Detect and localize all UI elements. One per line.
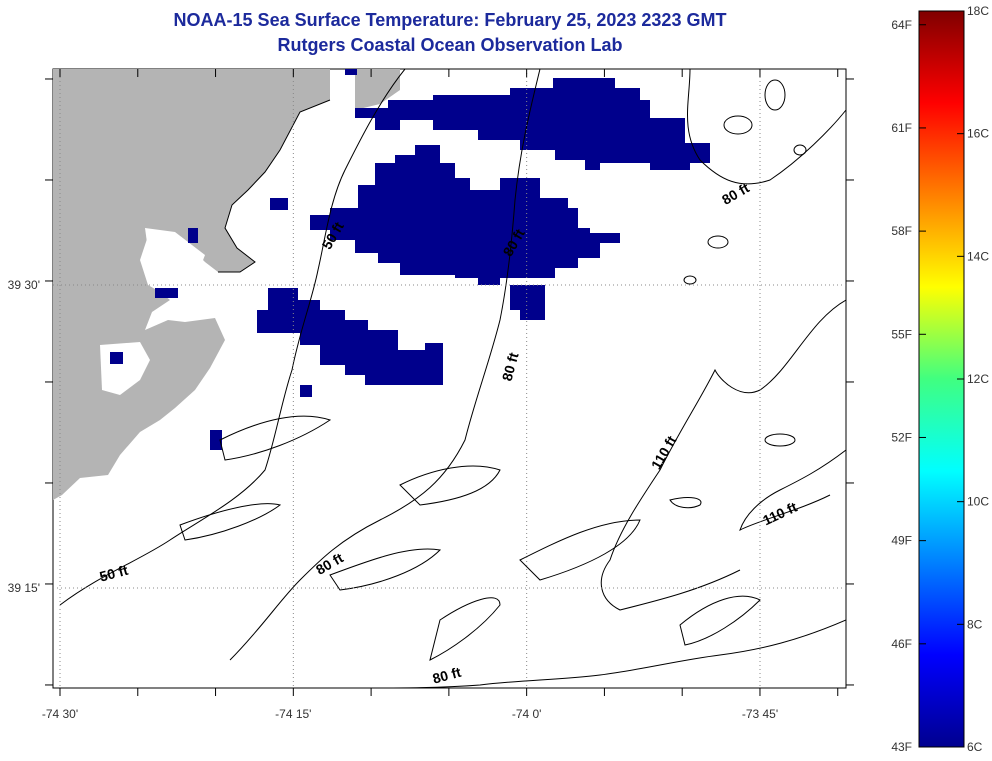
colorbar-f-label: 43F [891,740,912,754]
colorbar-c-label: 18C [967,4,989,18]
sst-patch [345,69,357,75]
sst-patch [310,145,620,285]
contour-ridge [429,597,501,661]
contour-ridge [399,465,501,506]
contour-shoal [683,275,697,285]
contour-80ft-inner [229,69,541,661]
sst-patch [257,288,443,385]
contour-ridge [179,503,282,541]
colorbar-fahrenheit-labels: 64F 61F 58F 55F 52F 49F 46F 43F [891,18,926,754]
contour-110ft [600,299,846,611]
land-island [355,69,400,110]
sst-patch [155,288,178,298]
contour-shoal [764,79,786,111]
contour-shoal [793,144,807,156]
coastline [218,99,331,273]
colorbar-c-label: 10C [967,495,989,509]
sst-patch [188,228,198,243]
contour-110ft-east [739,449,846,531]
sst-patch [110,352,123,364]
lon-tick-label: -74 15' [275,707,311,721]
sst-patch [300,385,312,397]
colorbar-c-label: 8C [967,617,983,631]
contour-ridge [219,415,332,461]
contour-label: 80 ft [431,664,463,687]
colorbar-f-label: 61F [891,121,912,135]
contour-shoal [764,433,796,447]
colorbar-c-label: 12C [967,372,989,386]
contour-80ft-shelf [687,69,846,185]
contour-ridge [519,519,641,581]
sst-patch [270,198,288,210]
contour-ridge [329,548,442,591]
lat-tick-label: 39 30' [8,278,40,292]
colorbar-f-label: 55F [891,327,912,341]
sst-patch [510,285,545,320]
colorbar-c-label: 16C [967,127,989,141]
contour-label: 50 ft [98,562,130,585]
colorbar: 64F 61F 58F 55F 52F 49F 46F 43F 18C 16C 14C 12C 10C… [891,4,989,754]
colorbar-f-label: 46F [891,637,912,651]
graticule [53,69,846,688]
contour-label: 80 ft [499,350,522,382]
contour-shoal [723,115,753,135]
colorbar-f-label: 49F [891,534,912,548]
colorbar-c-label: 6C [967,740,983,754]
colorbar-f-label: 58F [891,224,912,238]
contour-ridge [679,595,761,646]
map-subtitle: Rutgers Coastal Ocean Observation Lab [277,35,623,55]
lon-tick-label: -74 0' [512,707,542,721]
colorbar-f-label: 52F [891,430,912,444]
colorbar-f-label: 64F [891,18,912,32]
colorbar-celsius-labels: 18C 16C 14C 12C 10C 8C 6C [957,4,989,754]
land-marsh [145,228,205,268]
colorbar-gradient [918,10,965,748]
colorbar-c-label: 14C [967,249,989,263]
map-axes: -74 30' -74 15' -74 0' -73 45' 39 30' 39 15' [8,69,854,721]
contour-50ft [59,69,406,606]
contour-shoal [707,235,729,249]
depth-contours [59,69,846,688]
contour-ridge [669,497,702,509]
sst-patch [355,78,710,170]
map-title: NOAA-15 Sea Surface Temperature: Februar… [173,10,727,30]
lat-tick-label: 39 15' [8,581,40,595]
sst-patch [210,430,222,450]
sst-cold-patches [110,69,710,450]
contour-80ft-south [369,619,846,688]
lon-tick-label: -74 30' [42,707,78,721]
lon-tick-label: -73 45' [742,707,778,721]
